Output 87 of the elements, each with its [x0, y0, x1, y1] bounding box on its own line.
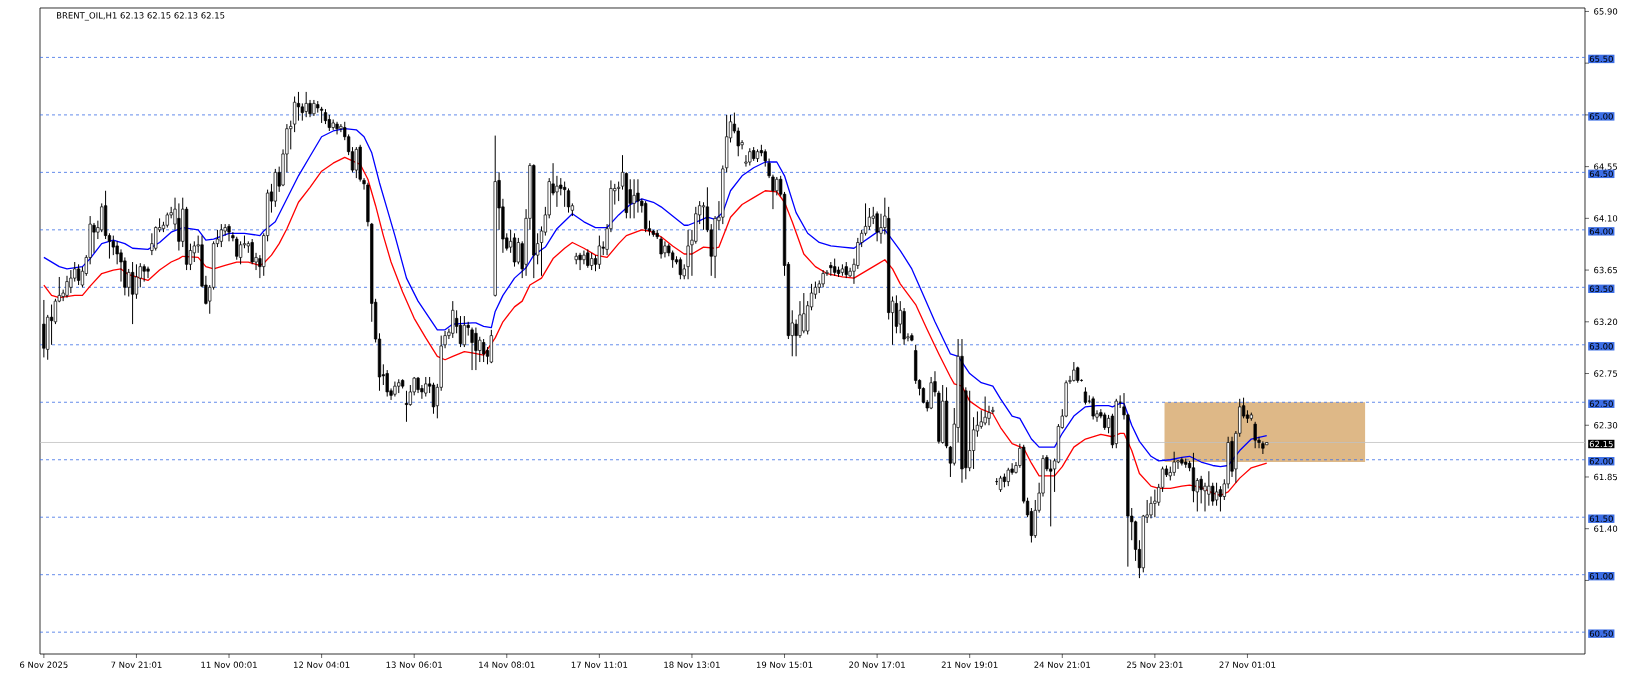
candlestick: [424, 376, 428, 398]
y-tick-label: 63.65: [1594, 266, 1617, 274]
candlestick: [292, 96, 297, 133]
ref-line-label: 65.00: [1589, 113, 1613, 120]
x-tick-label: 6 Nov 2025: [20, 661, 68, 668]
ref-line-label: 64.00: [1589, 228, 1613, 235]
x-tick-label: 20 Nov 17:01: [849, 661, 905, 668]
x-tick-label: 19 Nov 15:01: [756, 661, 813, 668]
candlestick: [431, 382, 436, 415]
y-tick-label: 64.10: [1594, 215, 1618, 222]
ref-line-label: 60.50: [1589, 630, 1613, 637]
candlestick: [1207, 470, 1211, 507]
y-tick-label: 62.30: [1594, 422, 1618, 429]
candlestick: [802, 292, 806, 334]
candlestick: [238, 240, 243, 265]
ref-line-label: 62.50: [1589, 400, 1613, 407]
candlestick: [663, 240, 667, 258]
candlestick: [462, 315, 466, 348]
chart-title: BRENT_OIL,H1 62.13 62.15 62.13 62.15: [57, 12, 225, 21]
candlestick: [111, 235, 115, 256]
ref-line-label: 62.15: [1589, 440, 1613, 448]
x-tick-label: 17 Nov 11:01: [571, 661, 628, 668]
candlestick: [76, 263, 81, 286]
ref-line-label: 64.50: [1589, 170, 1613, 178]
candlestick: [227, 223, 231, 242]
candlestick: [983, 396, 987, 426]
candlestick: [875, 210, 879, 242]
candlestick: [451, 300, 455, 339]
y-tick-label: 62.75: [1594, 370, 1617, 377]
x-tick-label: 25 Nov 23:01: [1126, 661, 1183, 668]
ref-line-label: 62.00: [1589, 458, 1613, 465]
candlestick: [134, 263, 139, 300]
x-tick-label: 27 Nov 01:01: [1219, 661, 1276, 668]
y-tick-label: 65.90: [1594, 8, 1618, 15]
candlestick: [636, 178, 640, 214]
candlestick: [49, 304, 54, 346]
y-tick-label: 63.20: [1594, 318, 1618, 326]
y-tick-label: 61.40: [1594, 525, 1618, 532]
candlestick: [566, 187, 571, 214]
x-tick-label: 7 Nov 21:01: [111, 661, 162, 668]
ref-line-label: 63.50: [1589, 285, 1613, 293]
candlestick: [1072, 361, 1076, 383]
y-tick-label: 64.55: [1594, 163, 1617, 170]
candlestick: [1006, 467, 1010, 487]
x-tick-label: 18 Nov 13:01: [664, 661, 720, 668]
candlestick: [478, 336, 482, 363]
candlestick: [578, 252, 582, 271]
candlestick: [632, 178, 636, 219]
y-tick-label: 61.85: [1594, 473, 1617, 481]
x-tick-label: 24 Nov 21:01: [1034, 661, 1091, 668]
candlestick: [354, 146, 358, 179]
candlestick: [1091, 396, 1095, 420]
candlestick: [1049, 459, 1053, 527]
candlestick: [971, 416, 976, 470]
candlestick: [458, 315, 463, 348]
x-tick-label: 12 Nov 04:01: [294, 661, 350, 668]
candlestick: [130, 261, 135, 325]
candlestick: [1253, 421, 1257, 449]
candlestick: [92, 222, 96, 254]
candlestick: [474, 327, 478, 371]
ref-line-label: 63.00: [1589, 343, 1613, 350]
candlestick: [701, 201, 706, 231]
candlestick: [1214, 482, 1219, 507]
ref-line-label: 61.00: [1589, 572, 1613, 580]
candlestick: [968, 390, 972, 472]
x-tick-label: 14 Nov 08:01: [479, 661, 535, 668]
x-tick-label: 13 Nov 06:01: [386, 661, 442, 668]
candlestick: [235, 236, 239, 261]
x-tick-label: 21 Nov 19:01: [941, 661, 998, 668]
candlestick: [582, 250, 586, 265]
candlestick: [335, 121, 339, 135]
candlestick: [686, 229, 690, 280]
candlestick: [586, 248, 590, 269]
candlestick: [1218, 485, 1223, 512]
candlestick: [177, 202, 181, 252]
candlestick: [1261, 440, 1265, 455]
candlestick: [555, 175, 559, 208]
candlestick: [404, 390, 409, 423]
x-tick-label: 11 Nov 00:01: [201, 661, 257, 668]
candlestick: [146, 266, 150, 279]
candlestick: [775, 176, 779, 196]
candlestick: [1172, 451, 1176, 477]
candlestick: [53, 298, 58, 325]
candlestick: [219, 223, 223, 248]
ref-line-label: 65.50: [1589, 55, 1613, 63]
candlestick: [304, 91, 308, 118]
ref-line-label: 61.50: [1589, 515, 1613, 522]
